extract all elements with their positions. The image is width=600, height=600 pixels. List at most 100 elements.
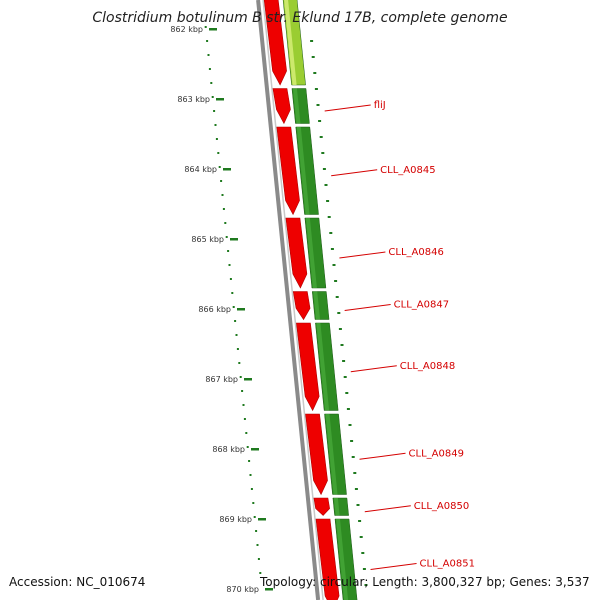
minor-tick <box>204 26 207 28</box>
gc-skew-tick <box>326 200 330 202</box>
gc-skew-tick <box>316 104 320 106</box>
gc-skew-tick <box>362 568 366 570</box>
major-tick <box>258 518 266 521</box>
ruler-label: 862 kbp <box>170 25 203 34</box>
gene-block-highlight <box>313 291 321 320</box>
gene-leader-line <box>344 304 391 311</box>
major-tick <box>223 168 231 171</box>
gene-label: CLL_A0851 <box>420 559 475 570</box>
minor-tick <box>245 432 248 434</box>
gc-skew-tick <box>314 88 318 90</box>
gene-label: CLL_A0848 <box>400 361 455 372</box>
gene-arrow <box>296 322 320 412</box>
gene-block-highlight <box>336 519 349 600</box>
gc-skew-tick <box>358 520 362 522</box>
gene-label: CLL_A0849 <box>409 448 464 459</box>
minor-tick <box>259 572 262 574</box>
gc-skew-tick <box>340 344 344 346</box>
major-tick <box>244 378 252 381</box>
ruler-label: 863 kbp <box>177 95 210 104</box>
major-tick <box>237 308 245 311</box>
gene-block-highlight <box>333 498 340 516</box>
gene-arrow <box>292 291 311 321</box>
backbone-line <box>256 0 321 600</box>
minor-tick <box>252 502 255 504</box>
ruler-label: 870 kbp <box>226 585 259 594</box>
gc-skew-tick <box>324 184 328 186</box>
minor-tick <box>249 474 252 476</box>
minor-tick <box>208 68 211 70</box>
gc-skew-tick <box>329 232 333 234</box>
minor-tick <box>225 236 228 238</box>
gc-skew-tick <box>359 536 363 538</box>
gc-skew-tick <box>318 120 322 122</box>
gc-skew-tick <box>311 56 315 58</box>
gene-leader-line <box>350 365 397 373</box>
gc-skew-tick <box>327 216 331 218</box>
minor-tick <box>231 292 234 294</box>
minor-tick <box>213 110 216 112</box>
minor-tick <box>253 516 256 518</box>
gc-skew-tick <box>313 72 317 74</box>
minor-tick <box>214 124 217 126</box>
gc-skew-tick <box>338 328 342 330</box>
minor-tick <box>238 362 241 364</box>
gc-skew-tick <box>321 152 325 154</box>
gc-skew-tick <box>345 392 349 394</box>
minor-tick <box>229 278 232 280</box>
gene-arrow <box>315 518 340 600</box>
minor-tick <box>227 250 230 252</box>
gc-skew-tick <box>353 472 357 474</box>
minor-tick <box>222 208 225 210</box>
gene-block-highlight <box>316 323 330 411</box>
minor-tick <box>255 530 258 532</box>
ruler-label: 868 kbp <box>212 445 245 454</box>
major-tick <box>230 238 238 241</box>
minor-tick <box>232 306 235 308</box>
minor-tick <box>241 390 244 392</box>
minor-tick <box>250 488 253 490</box>
gc-skew-tick <box>356 504 360 506</box>
gene-block-highlight <box>305 218 317 288</box>
minor-tick <box>248 460 251 462</box>
minor-tick <box>220 180 223 182</box>
gc-skew-tick <box>343 376 347 378</box>
minor-tick <box>224 222 227 224</box>
minor-tick <box>242 404 245 406</box>
genome-title: Clostridium botulinum B str. Eklund 17B,… <box>92 10 508 26</box>
gene-arrow <box>276 126 300 216</box>
gc-skew-tick <box>346 408 350 410</box>
minor-tick <box>246 446 249 448</box>
major-tick <box>265 588 273 591</box>
gc-skew-tick <box>319 136 323 138</box>
gc-skew-tick <box>337 312 341 314</box>
gene-block-highlight <box>296 127 310 215</box>
gc-skew-tick <box>342 360 346 362</box>
ruler-label: 867 kbp <box>205 375 238 384</box>
gene-leader-line <box>364 505 411 513</box>
gene-arrow <box>285 217 308 289</box>
major-tick <box>251 448 259 451</box>
gene-arrow <box>272 88 291 125</box>
gc-skew-tick <box>322 168 326 170</box>
minor-tick <box>217 152 220 154</box>
minor-tick <box>206 40 209 42</box>
gc-skew-tick <box>330 248 334 250</box>
gene-leader-line <box>359 452 406 460</box>
gene-arrow <box>305 413 328 496</box>
minor-tick <box>211 96 214 98</box>
gene-leader-line <box>324 104 371 112</box>
gene-label: fliJ <box>374 100 386 111</box>
backbone-inner-line <box>262 0 324 600</box>
gc-skew-tick <box>350 440 354 442</box>
minor-tick <box>235 334 238 336</box>
gc-skew-tick <box>335 296 339 298</box>
gene-label: CLL_A0846 <box>388 247 443 258</box>
minor-tick <box>210 82 213 84</box>
minor-tick <box>228 264 231 266</box>
accession-text: Accession: NC_010674 <box>9 575 146 589</box>
gc-skew-tick <box>334 280 338 282</box>
gene-arrow <box>263 0 287 86</box>
minor-tick <box>218 166 221 168</box>
